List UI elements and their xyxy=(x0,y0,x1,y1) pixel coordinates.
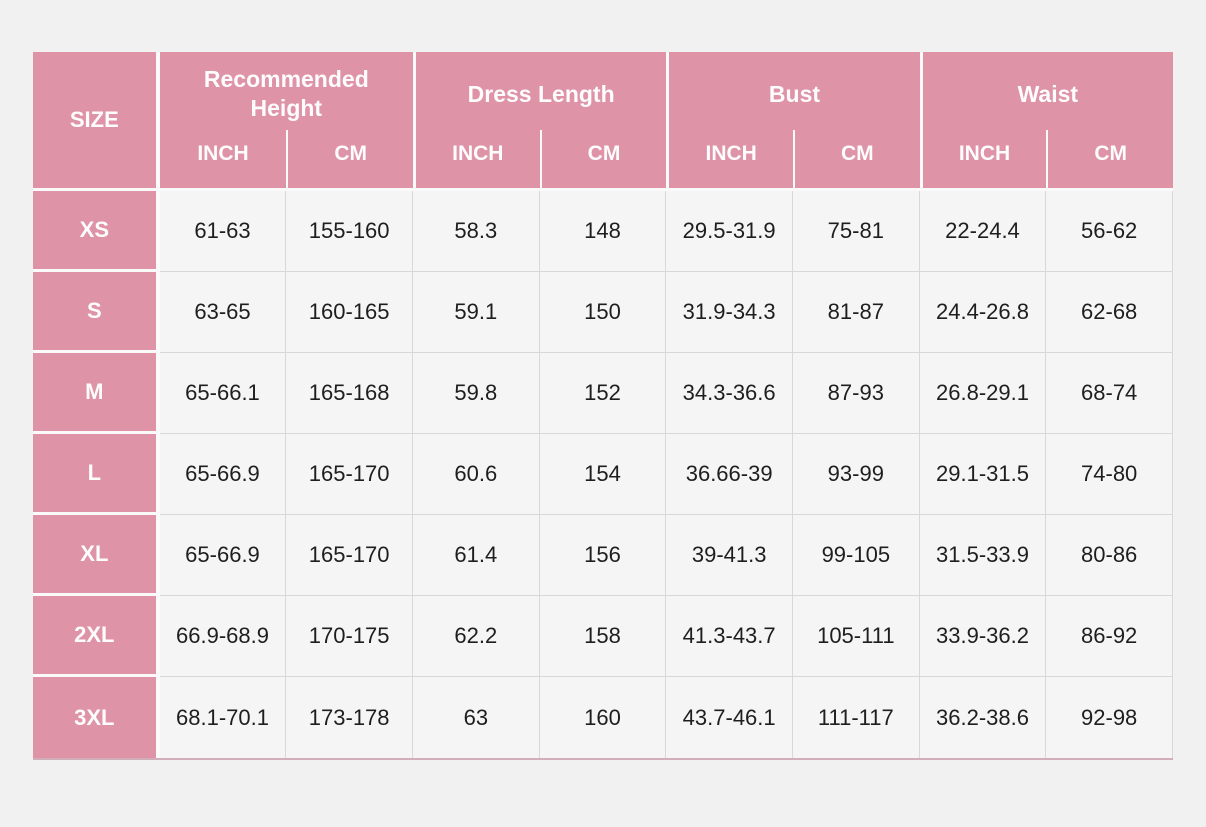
value-cell: 165-168 xyxy=(286,353,413,434)
value-cell: 87-93 xyxy=(792,353,920,434)
size-chart-table: SIZE Recommended Height Dress Length Bus… xyxy=(33,52,1173,760)
value-cell: 62-68 xyxy=(1046,272,1173,353)
value-cell: 158 xyxy=(539,596,667,677)
value-cell: 63 xyxy=(412,677,540,758)
value-cell: 74-80 xyxy=(1046,434,1173,515)
value-cell: 22-24.4 xyxy=(919,191,1047,272)
group-header-dress-length: Dress Length xyxy=(412,52,667,130)
size-label: S xyxy=(33,272,160,353)
size-label: 3XL xyxy=(33,677,160,758)
unit-header: INCH xyxy=(919,130,1047,188)
value-cell: 75-81 xyxy=(792,191,920,272)
unit-header: CM xyxy=(286,130,413,188)
value-cell: 111-117 xyxy=(792,677,920,758)
value-cell: 156 xyxy=(539,515,667,596)
value-cell: 29.1-31.5 xyxy=(919,434,1047,515)
value-cell: 36.2-38.6 xyxy=(919,677,1047,758)
unit-header: CM xyxy=(792,130,920,188)
value-cell: 148 xyxy=(539,191,667,272)
value-cell: 31.9-34.3 xyxy=(666,272,793,353)
value-cell: 43.7-46.1 xyxy=(666,677,793,758)
value-cell: 173-178 xyxy=(286,677,413,758)
value-cell: 154 xyxy=(539,434,667,515)
group-header-recommended-height: Recommended Height xyxy=(159,52,413,130)
table-row: M 65-66.1 165-168 59.8 152 34.3-36.6 87-93 26.8… xyxy=(33,353,1173,434)
value-cell: 26.8-29.1 xyxy=(919,353,1047,434)
value-cell: 165-170 xyxy=(286,515,413,596)
value-cell: 170-175 xyxy=(286,596,413,677)
value-cell: 68-74 xyxy=(1046,353,1173,434)
table-row: 2XL 66.9-68.9 170-175 62.2 158 41.3-43.7 105-1… xyxy=(33,596,1173,677)
value-cell: 59.1 xyxy=(412,272,540,353)
size-label: M xyxy=(33,353,160,434)
table-body: XS 61-63 155-160 58.3 148 29.5-31.9 75-81 22-24… xyxy=(33,191,1173,758)
group-header-bust: Bust xyxy=(666,52,920,130)
value-cell: 93-99 xyxy=(792,434,920,515)
unit-header: CM xyxy=(1046,130,1173,188)
value-cell: 65-66.9 xyxy=(159,515,287,596)
size-label: L xyxy=(33,434,160,515)
value-cell: 63-65 xyxy=(159,272,287,353)
value-cell: 34.3-36.6 xyxy=(666,353,793,434)
group-header-waist: Waist xyxy=(919,52,1173,130)
table-row: XS 61-63 155-160 58.3 148 29.5-31.9 75-81 22-24… xyxy=(33,191,1173,272)
value-cell: 24.4-26.8 xyxy=(919,272,1047,353)
value-cell: 165-170 xyxy=(286,434,413,515)
value-cell: 41.3-43.7 xyxy=(666,596,793,677)
value-cell: 58.3 xyxy=(412,191,540,272)
value-cell: 65-66.9 xyxy=(159,434,287,515)
unit-header: INCH xyxy=(159,130,287,188)
value-cell: 33.9-36.2 xyxy=(919,596,1047,677)
value-cell: 150 xyxy=(539,272,667,353)
value-cell: 155-160 xyxy=(286,191,413,272)
size-label: 2XL xyxy=(33,596,160,677)
value-cell: 62.2 xyxy=(412,596,540,677)
unit-header: INCH xyxy=(666,130,793,188)
value-cell: 61.4 xyxy=(412,515,540,596)
value-cell: 66.9-68.9 xyxy=(159,596,287,677)
value-cell: 65-66.1 xyxy=(159,353,287,434)
value-cell: 59.8 xyxy=(412,353,540,434)
table-row: XL 65-66.9 165-170 61.4 156 39-41.3 99-105 31.5… xyxy=(33,515,1173,596)
value-cell: 80-86 xyxy=(1046,515,1173,596)
value-cell: 105-111 xyxy=(792,596,920,677)
table-row: L 65-66.9 165-170 60.6 154 36.66-39 93-99 29.1-… xyxy=(33,434,1173,515)
value-cell: 81-87 xyxy=(792,272,920,353)
size-label: XL xyxy=(33,515,160,596)
table-row: 3XL 68.1-70.1 173-178 63 160 43.7-46.1 111-117… xyxy=(33,677,1173,758)
value-cell: 39-41.3 xyxy=(666,515,793,596)
value-cell: 160 xyxy=(539,677,667,758)
value-cell: 56-62 xyxy=(1046,191,1173,272)
value-cell: 61-63 xyxy=(159,191,287,272)
value-cell: 86-92 xyxy=(1046,596,1173,677)
table-header: SIZE Recommended Height Dress Length Bus… xyxy=(33,52,1173,191)
value-cell: 31.5-33.9 xyxy=(919,515,1047,596)
size-label: XS xyxy=(33,191,160,272)
value-cell: 99-105 xyxy=(792,515,920,596)
value-cell: 152 xyxy=(539,353,667,434)
unit-header: INCH xyxy=(412,130,540,188)
value-cell: 36.66-39 xyxy=(666,434,793,515)
value-cell: 60.6 xyxy=(412,434,540,515)
value-cell: 92-98 xyxy=(1046,677,1173,758)
value-cell: 29.5-31.9 xyxy=(666,191,793,272)
table-row: S 63-65 160-165 59.1 150 31.9-34.3 81-87 24.4-2… xyxy=(33,272,1173,353)
value-cell: 160-165 xyxy=(286,272,413,353)
value-cell: 68.1-70.1 xyxy=(159,677,287,758)
size-column-header: SIZE xyxy=(33,52,160,188)
unit-header: CM xyxy=(539,130,667,188)
